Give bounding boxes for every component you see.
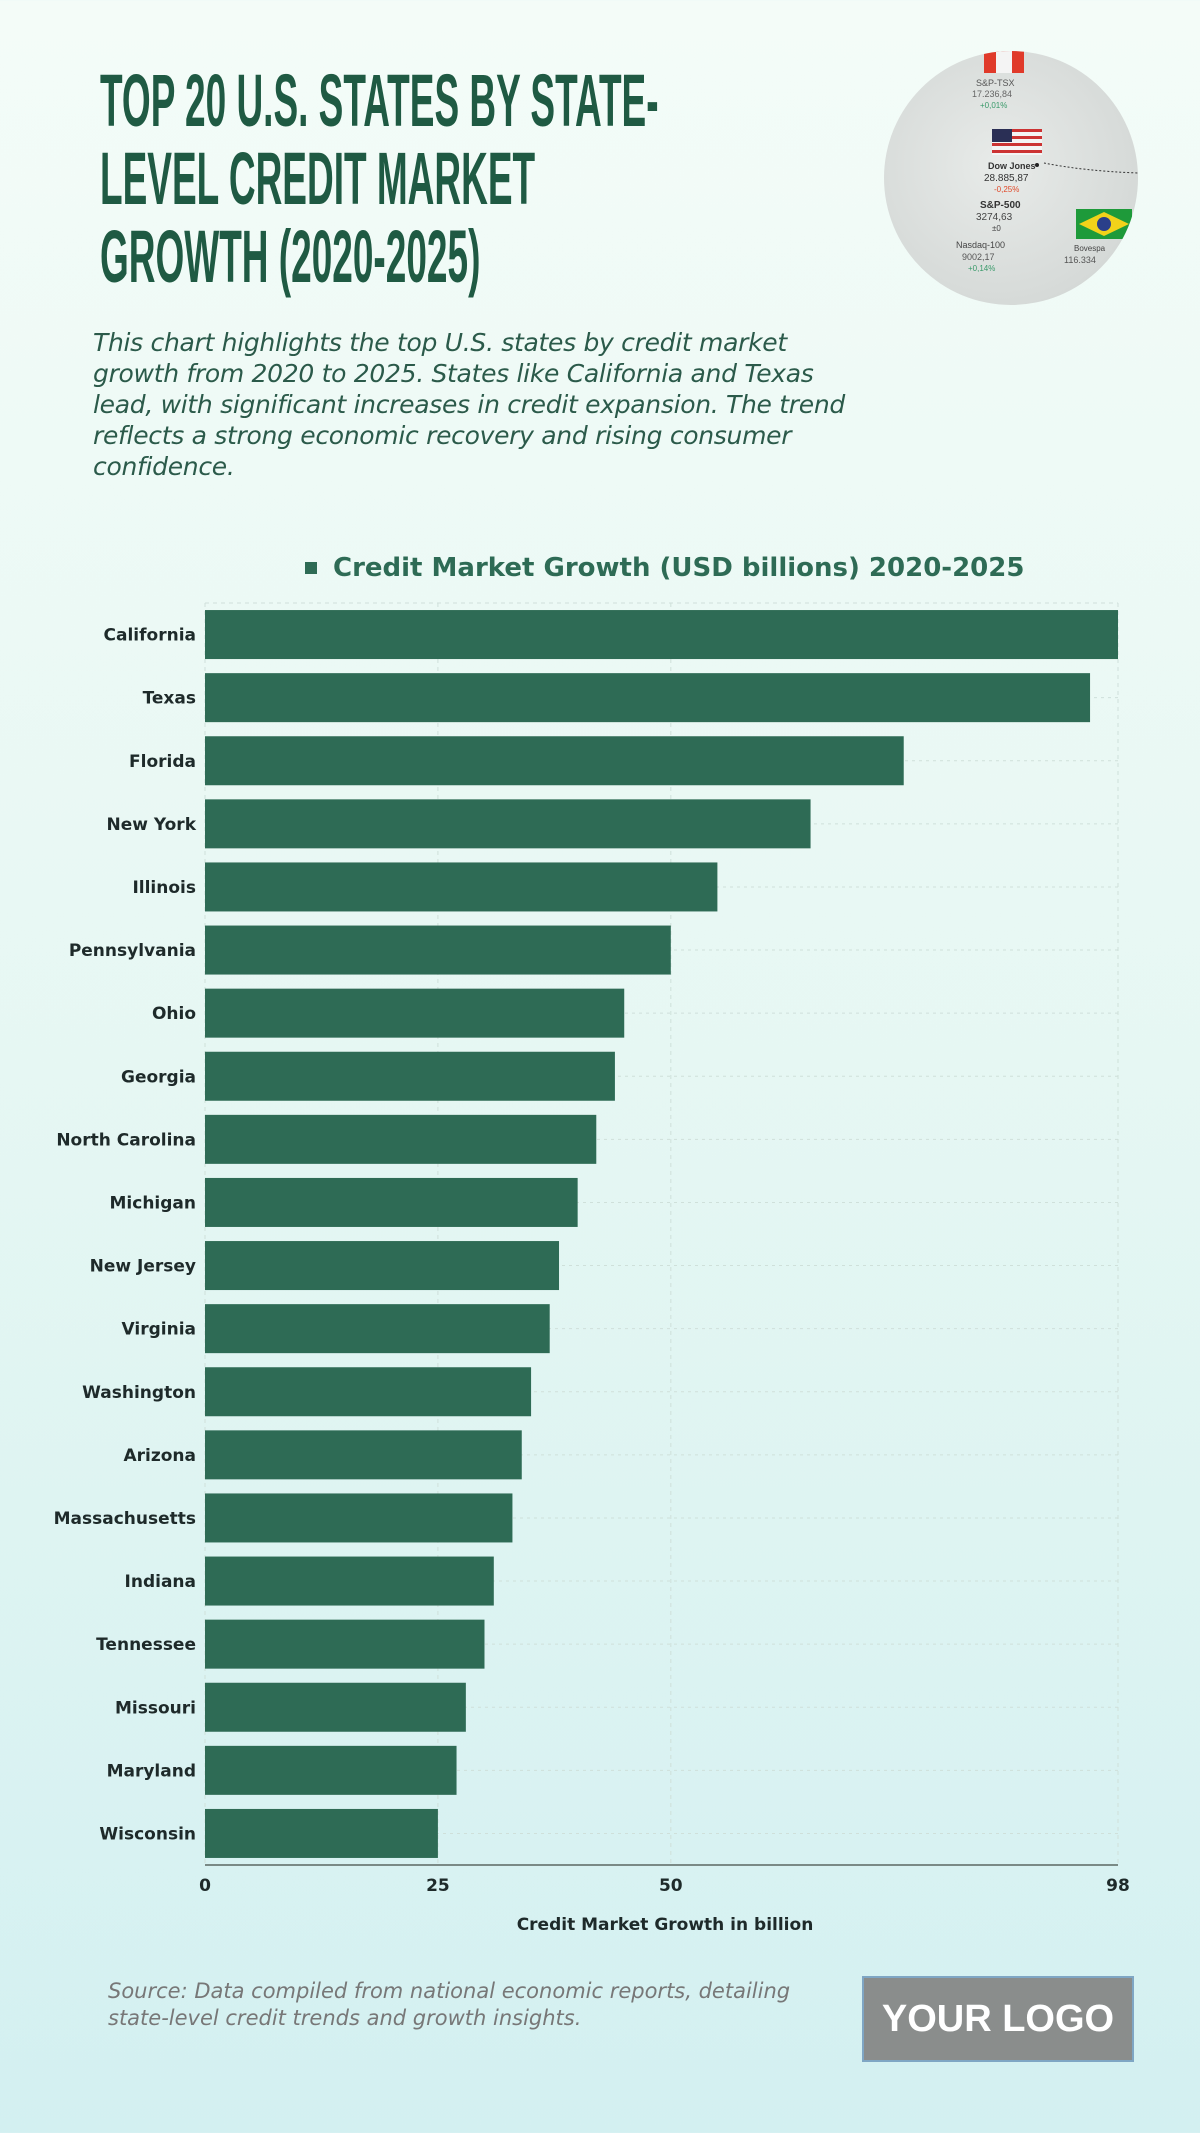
legend-label: Credit Market Growth (USD billions) 2020… xyxy=(333,553,1025,583)
y-tick-label: Maryland xyxy=(107,1761,196,1781)
photo-label: -0,25% xyxy=(994,185,1019,194)
photo-label: +0,01% xyxy=(980,101,1007,110)
photo-label: 9002,17 xyxy=(962,252,995,262)
y-tick-label: Missouri xyxy=(115,1698,196,1718)
y-tick-label: California xyxy=(104,626,196,646)
x-tick-label: 25 xyxy=(426,1876,450,1896)
bar-pennsylvania xyxy=(205,925,671,975)
photo-label: 3274,63 xyxy=(976,212,1013,223)
bar-texas xyxy=(205,673,1091,723)
photo-label: Bovespa xyxy=(1074,244,1106,253)
y-tick-label: North Carolina xyxy=(56,1130,196,1150)
y-tick-label: Wisconsin xyxy=(99,1824,196,1844)
bar-virginia xyxy=(205,1304,550,1354)
y-tick-label: Illinois xyxy=(132,878,196,898)
stock-photo-illustration: S&P-TSX 17.236,84 +0,01% Dow Jones 28.88… xyxy=(956,51,1138,273)
bar-ohio xyxy=(205,988,625,1038)
title-line: TOP 20 U.S. STATES BY STATE- xyxy=(100,59,659,142)
photo-label: 28.885,87 xyxy=(984,173,1029,184)
y-tick-label: Pennsylvania xyxy=(69,941,196,961)
y-tick-label: New Jersey xyxy=(90,1257,196,1277)
source-note: Source: Data compiled from national econ… xyxy=(108,1979,791,2030)
subtitle: This chart highlights the top U.S. state… xyxy=(93,328,845,481)
us-flag-icon xyxy=(992,129,1042,155)
photo-label: Dow Jones xyxy=(988,161,1036,171)
y-tick-label: Georgia xyxy=(121,1067,196,1087)
x-axis-label: Credit Market Growth in billion xyxy=(516,1915,814,1935)
y-tick-label: Indiana xyxy=(125,1572,196,1592)
y-tick-label: Massachusetts xyxy=(54,1509,196,1529)
photo-label: 17.236,84 xyxy=(972,89,1012,99)
bar-illinois xyxy=(205,862,718,912)
bar-california xyxy=(205,610,1118,660)
photo-label: +0,14% xyxy=(968,264,995,273)
stock-market-photo: S&P-TSX 17.236,84 +0,01% Dow Jones 28.88… xyxy=(884,51,1138,305)
bar-north-carolina xyxy=(205,1114,597,1164)
photo-label: S&P-500 xyxy=(980,200,1021,211)
bar-wisconsin xyxy=(205,1808,438,1858)
bar-indiana xyxy=(205,1556,494,1606)
y-tick-label: Virginia xyxy=(122,1320,196,1340)
photo-label: 116.334 xyxy=(1064,255,1096,265)
bar-missouri xyxy=(205,1682,466,1732)
y-tick-label: Tennessee xyxy=(96,1635,196,1655)
page-title: TOP 20 U.S. STATES BY STATE- LEVEL CREDI… xyxy=(100,62,850,296)
bar-georgia xyxy=(205,1051,615,1101)
photo-label: ±0 xyxy=(992,224,1001,233)
bar-washington xyxy=(205,1367,532,1417)
legend-swatch xyxy=(305,562,317,574)
logo-placeholder: YOUR LOGO xyxy=(862,1976,1134,2062)
title-line: LEVEL CREDIT MARKET xyxy=(100,137,536,220)
photo-label: Nasdaq-100 xyxy=(956,240,1005,250)
y-tick-label: Ohio xyxy=(152,1004,196,1024)
y-tick-label: Arizona xyxy=(123,1446,196,1466)
x-tick-label: 98 xyxy=(1106,1876,1130,1896)
bar-new-jersey xyxy=(205,1241,560,1291)
x-tick-label: 0 xyxy=(199,1876,211,1896)
y-tick-label: New York xyxy=(107,815,197,835)
bar-florida xyxy=(205,736,904,786)
title-line: GROWTH (2020-2025) xyxy=(100,215,481,298)
bar-new-york xyxy=(205,799,811,849)
bar-arizona xyxy=(205,1430,522,1480)
brazil-flag-icon xyxy=(1076,209,1132,239)
photo-label: S&P-TSX xyxy=(976,78,1015,88)
bar-maryland xyxy=(205,1745,457,1795)
y-tick-label: Washington xyxy=(82,1383,196,1403)
y-tick-label: Florida xyxy=(129,752,196,772)
x-tick-label: 50 xyxy=(659,1876,683,1896)
bar-tennessee xyxy=(205,1619,485,1669)
bar-massachusetts xyxy=(205,1493,513,1543)
chart-legend: Credit Market Growth (USD billions) 2020… xyxy=(305,553,1024,583)
bar-michigan xyxy=(205,1177,578,1227)
y-tick-label: Michigan xyxy=(110,1193,197,1213)
y-tick-label: Texas xyxy=(143,689,196,709)
